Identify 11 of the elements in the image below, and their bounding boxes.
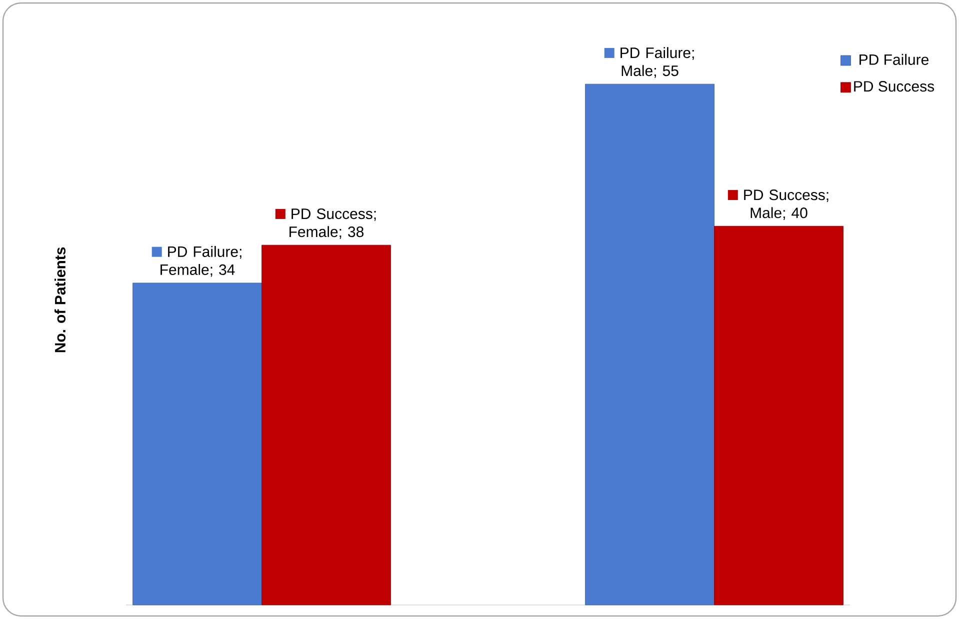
y-axis-title: No. of Patients bbox=[54, 247, 66, 352]
legend-label: PD Success bbox=[854, 81, 934, 92]
data-label: PD Failure; Female; 34 bbox=[160, 246, 242, 277]
bar bbox=[585, 84, 714, 606]
bar bbox=[714, 226, 844, 606]
data-label: PD Success; Male; 40 bbox=[744, 190, 828, 220]
legend-label: PD Failure bbox=[860, 54, 928, 65]
bar bbox=[132, 282, 262, 606]
data-label: PD Success; Female; 38 bbox=[290, 208, 376, 239]
data-label: PD Failure; Male; 55 bbox=[620, 47, 694, 78]
bar bbox=[262, 244, 391, 606]
